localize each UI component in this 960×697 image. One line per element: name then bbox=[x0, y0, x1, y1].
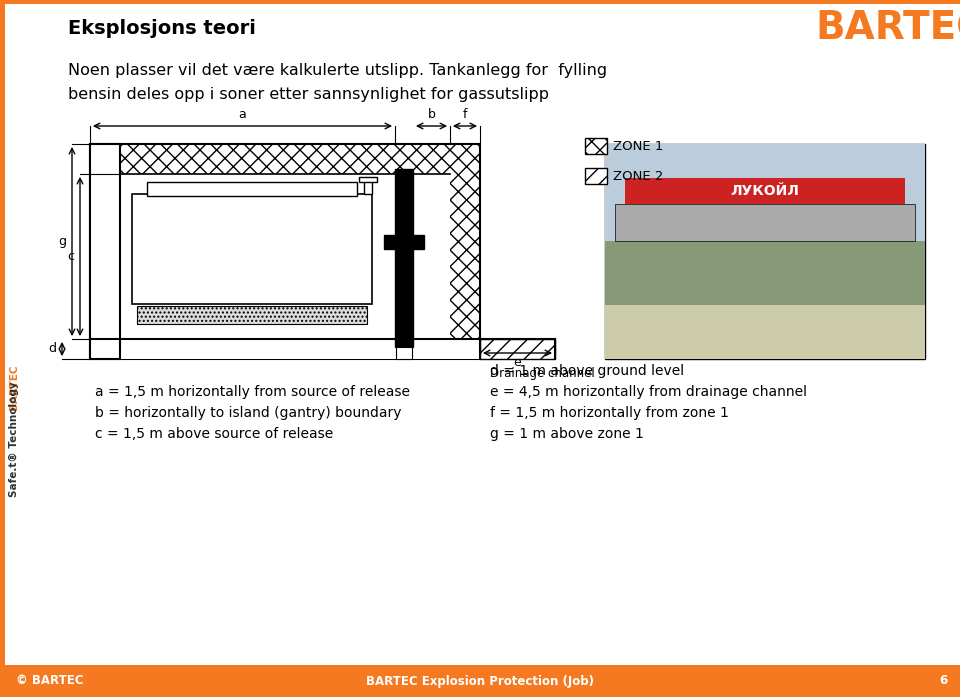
Text: g: g bbox=[58, 235, 66, 248]
Text: Eksplosjons teori: Eksplosjons teori bbox=[68, 20, 256, 38]
Bar bbox=[615, 204, 915, 240]
Bar bbox=[90, 144, 120, 359]
Bar bbox=[395, 169, 413, 347]
Text: b: b bbox=[427, 108, 436, 121]
Bar bbox=[90, 144, 480, 359]
Text: c: c bbox=[67, 250, 74, 263]
Bar bbox=[137, 306, 367, 324]
Bar bbox=[605, 240, 925, 359]
Bar bbox=[0, 0, 960, 4]
Text: Drainage channel: Drainage channel bbox=[490, 367, 594, 380]
Bar bbox=[120, 174, 450, 339]
Bar bbox=[359, 177, 377, 182]
Bar bbox=[364, 179, 372, 194]
Bar bbox=[396, 347, 412, 359]
Text: g = 1 m above zone 1: g = 1 m above zone 1 bbox=[490, 427, 644, 441]
Bar bbox=[480, 339, 555, 359]
Text: BARTEC: BARTEC bbox=[815, 10, 960, 48]
Bar bbox=[90, 144, 120, 359]
Text: © BARTEC: © BARTEC bbox=[16, 675, 84, 687]
Text: Noen plasser vil det være kalkulerte utslipp. Tankanlegg for  fylling: Noen plasser vil det være kalkulerte uts… bbox=[68, 63, 607, 79]
Bar bbox=[0, 4, 5, 665]
Text: BARTEC: BARTEC bbox=[9, 365, 19, 410]
Bar bbox=[0, 665, 960, 697]
Bar bbox=[90, 339, 480, 359]
Text: 6: 6 bbox=[940, 675, 948, 687]
Text: ZONE 1: ZONE 1 bbox=[613, 139, 663, 153]
Bar bbox=[147, 182, 357, 196]
Bar bbox=[605, 144, 925, 240]
Bar bbox=[384, 235, 424, 249]
Text: e = 4,5 m horizontally from drainage channel: e = 4,5 m horizontally from drainage cha… bbox=[490, 385, 807, 399]
Text: BARTEC Explosion Protection (Job): BARTEC Explosion Protection (Job) bbox=[366, 675, 594, 687]
Bar bbox=[585, 138, 607, 154]
Text: ZONE 2: ZONE 2 bbox=[613, 169, 663, 183]
Text: Safe.t® Technology: Safe.t® Technology bbox=[9, 381, 19, 497]
Text: d: d bbox=[48, 342, 56, 355]
Text: d = 1 m above ground level: d = 1 m above ground level bbox=[490, 364, 684, 378]
Bar bbox=[605, 305, 925, 359]
Text: a = 1,5 m horizontally from source of release: a = 1,5 m horizontally from source of re… bbox=[95, 385, 410, 399]
Text: e: e bbox=[514, 356, 521, 369]
Text: ЛУКОЙЛ: ЛУКОЙЛ bbox=[731, 184, 800, 199]
Text: f = 1,5 m horizontally from zone 1: f = 1,5 m horizontally from zone 1 bbox=[490, 406, 729, 420]
Text: b = horizontally to island (gantry) boundary: b = horizontally to island (gantry) boun… bbox=[95, 406, 401, 420]
Bar bbox=[132, 194, 372, 304]
Text: c = 1,5 m above source of release: c = 1,5 m above source of release bbox=[95, 427, 333, 441]
Bar bbox=[625, 178, 905, 204]
Bar bbox=[585, 168, 607, 184]
Bar bbox=[605, 144, 925, 359]
Text: a: a bbox=[239, 108, 247, 121]
Text: bensin deles opp i soner etter sannsynlighet for gassutslipp: bensin deles opp i soner etter sannsynli… bbox=[68, 86, 549, 102]
Bar bbox=[120, 174, 450, 339]
Text: f: f bbox=[463, 108, 468, 121]
